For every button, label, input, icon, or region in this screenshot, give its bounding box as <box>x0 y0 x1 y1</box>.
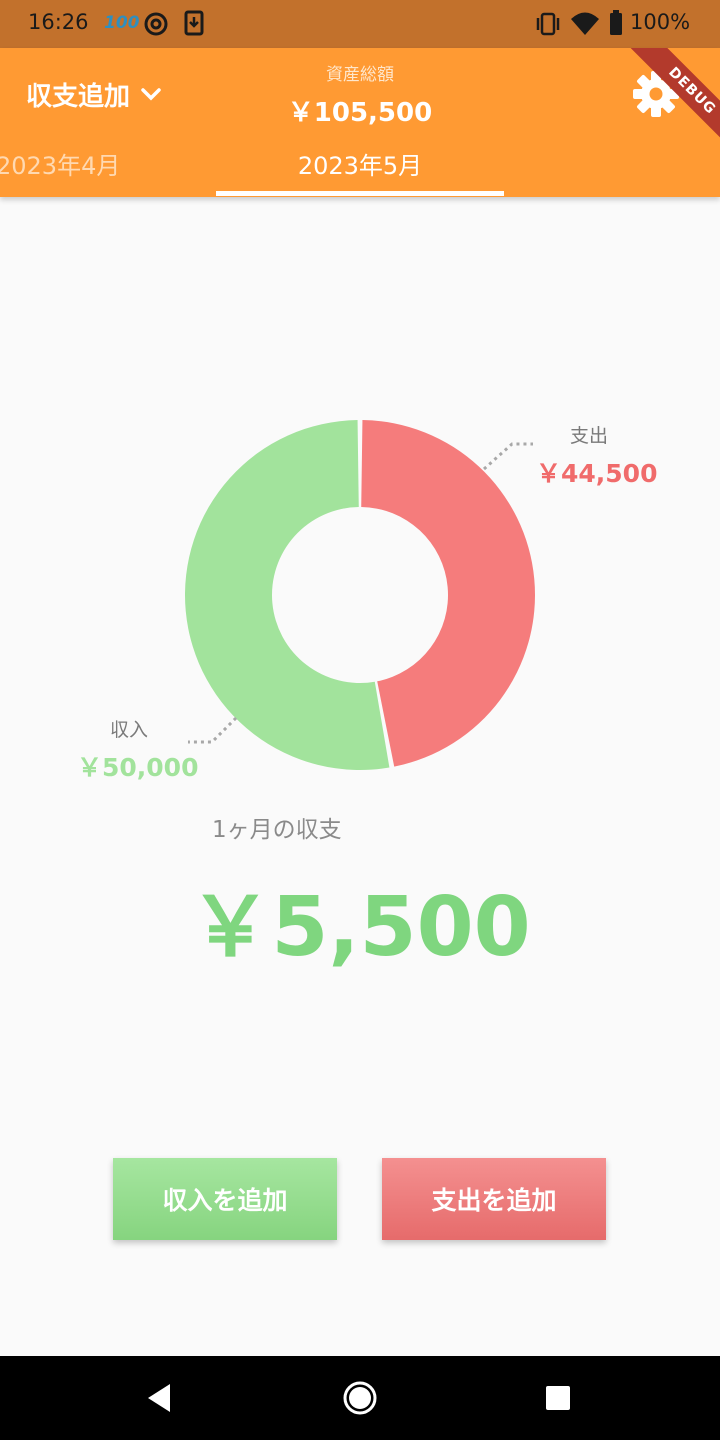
income-label: 収入 <box>110 715 148 742</box>
monthly-balance-label: 1ヶ月の収支 <box>212 817 342 843</box>
tab-indicator <box>216 191 504 196</box>
battery-icon <box>610 10 622 35</box>
status-badge: 100 <box>104 13 140 33</box>
income-label-name: 収入 <box>110 719 149 741</box>
system-nav-bar <box>0 1356 720 1440</box>
total-assets-value: ￥105,500 <box>287 98 433 128</box>
wifi-icon <box>571 12 599 35</box>
donut-chart <box>184 420 535 770</box>
tab-april[interactable]: 2023年4月 <box>0 152 121 180</box>
add-income-button[interactable]: 収入を追加 <box>113 1158 337 1240</box>
vibrate-icon <box>536 12 560 36</box>
add-entry-menu[interactable]: 収支追加 <box>26 76 162 113</box>
status-time: 16:26 <box>28 10 89 34</box>
expense-label-name: 支出 <box>569 425 608 447</box>
chart-slice-income <box>184 420 390 770</box>
at-sign-icon <box>144 12 168 36</box>
monthly-balance-value: ￥5,500 <box>189 880 531 975</box>
menu-title-label: 収支追加 <box>26 82 131 112</box>
gear-icon[interactable] <box>630 68 682 120</box>
expense-value: ￥44,500 <box>536 454 657 490</box>
download-icon <box>184 10 204 36</box>
chart-slice-expense <box>361 420 535 767</box>
back-icon[interactable] <box>144 1378 174 1418</box>
expense-leader-line <box>483 442 533 471</box>
tab-may[interactable]: 2023年5月 <box>297 152 423 180</box>
app-bar: 収支追加 資産総額 ￥105,500 2023年4月 2023年5月 DEBUG <box>0 48 720 197</box>
expense-label-value: ￥44,500 <box>536 459 658 488</box>
add-expense-button[interactable]: 支出を追加 <box>382 1158 606 1240</box>
chevron-down-icon <box>141 87 161 100</box>
income-value: ￥50,000 <box>77 748 198 784</box>
income-leader-line <box>188 716 238 744</box>
battery-percent: 100% <box>630 10 691 34</box>
recents-icon[interactable] <box>544 1378 574 1418</box>
status-bar: 16:26 100 100% <box>0 0 720 48</box>
expense-label: 支出 <box>568 421 610 448</box>
income-label-value: ￥50,000 <box>77 753 199 782</box>
home-icon[interactable] <box>342 1378 378 1418</box>
total-assets-label: 資産総額 <box>326 65 394 85</box>
income-expense-chart: 支出 ￥44,500 収入 ￥50,000 <box>0 360 720 840</box>
